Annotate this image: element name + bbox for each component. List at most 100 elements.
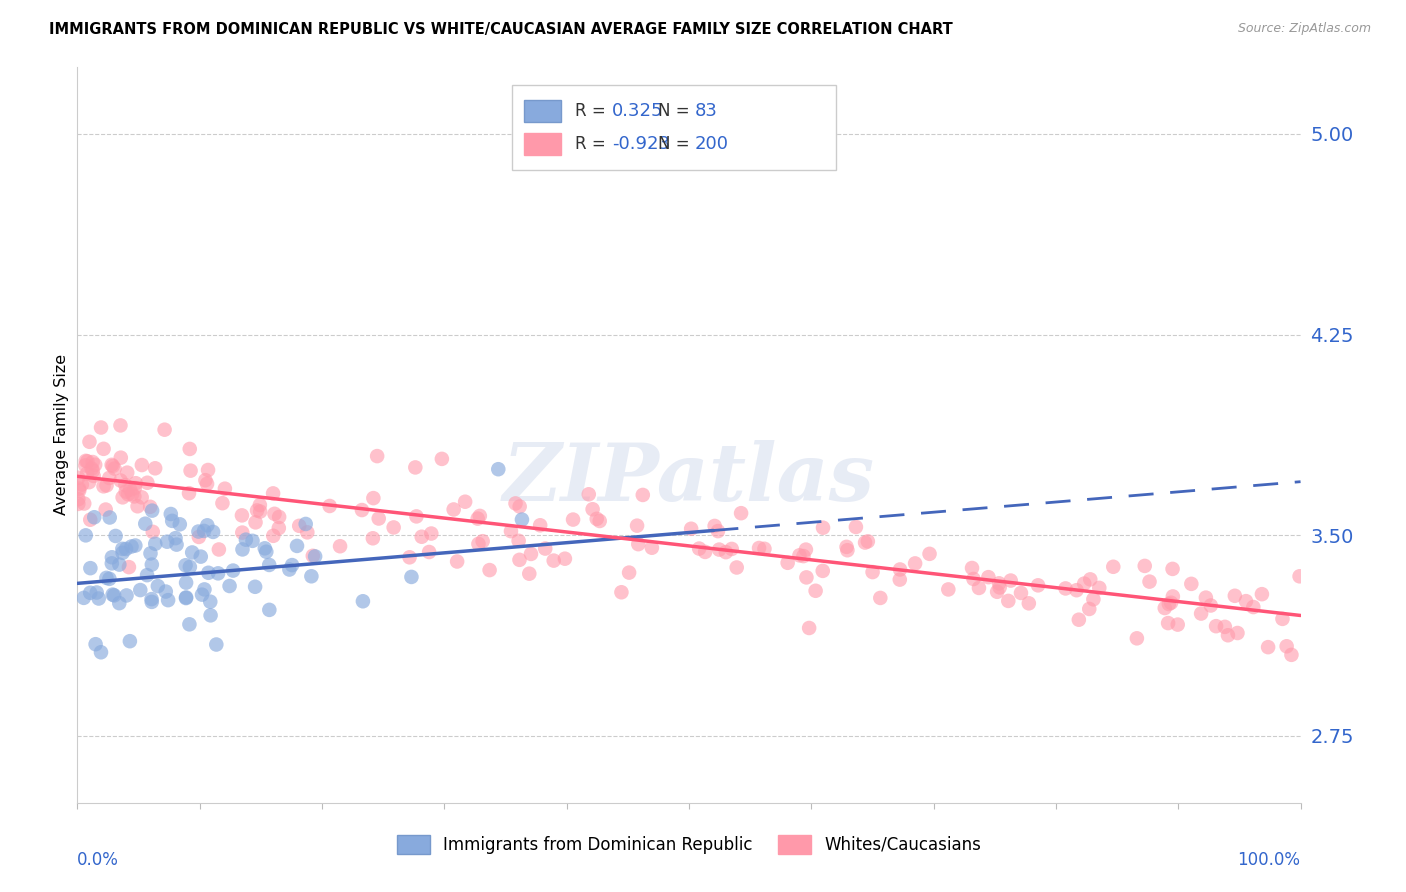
Point	[1205, 619, 1227, 633]
Point	[100, 458, 122, 472]
Point	[174, 591, 197, 605]
Point	[67, 471, 90, 485]
Point	[398, 550, 420, 565]
Point	[534, 541, 557, 556]
Point	[134, 516, 156, 531]
Point	[1161, 590, 1184, 604]
Point	[202, 524, 225, 539]
Point	[508, 553, 530, 567]
Point	[707, 524, 730, 538]
Point	[101, 557, 124, 571]
Point	[478, 563, 501, 577]
Point	[837, 543, 859, 558]
Point	[1288, 569, 1310, 583]
Point	[146, 579, 169, 593]
Point	[159, 507, 181, 521]
Point	[127, 500, 149, 514]
Point	[246, 503, 269, 517]
Point	[141, 595, 163, 609]
Point	[430, 451, 453, 466]
Point	[179, 617, 201, 632]
Point	[103, 588, 125, 602]
Point	[318, 499, 340, 513]
Point	[404, 460, 426, 475]
Point	[1133, 558, 1156, 573]
Point	[269, 510, 291, 524]
Point	[115, 466, 138, 480]
Point	[1157, 616, 1180, 631]
Point	[301, 549, 323, 563]
Text: IMMIGRANTS FROM DOMINICAN REPUBLIC VS WHITE/CAUCASIAN AVERAGE FAMILY SIZE CORREL: IMMIGRANTS FROM DOMINICAN REPUBLIC VS WH…	[49, 22, 953, 37]
Point	[367, 511, 389, 525]
Point	[1073, 576, 1095, 591]
Point	[1139, 574, 1161, 589]
Point	[1281, 648, 1303, 662]
Point	[207, 566, 229, 581]
Point	[96, 478, 118, 492]
Point	[278, 562, 301, 576]
Point	[626, 518, 648, 533]
Point	[243, 580, 266, 594]
Point	[361, 531, 384, 545]
Point	[174, 558, 197, 573]
Point	[1213, 620, 1236, 634]
Point	[304, 549, 326, 564]
Point	[83, 510, 105, 524]
Point	[75, 454, 97, 468]
Point	[90, 645, 112, 659]
Point	[101, 588, 124, 602]
Point	[1160, 596, 1182, 610]
Point	[67, 483, 90, 498]
Point	[262, 486, 284, 500]
Point	[754, 541, 776, 556]
Point	[631, 488, 654, 502]
Point	[200, 595, 222, 609]
Point	[589, 514, 612, 528]
Point	[124, 481, 146, 495]
Point	[245, 516, 267, 530]
Point	[988, 576, 1011, 591]
Point	[411, 530, 433, 544]
Point	[231, 508, 253, 523]
Point	[118, 560, 141, 574]
Point	[1054, 582, 1077, 596]
Point	[218, 579, 240, 593]
Point	[1000, 574, 1022, 588]
Point	[115, 589, 138, 603]
Point	[115, 541, 138, 556]
Point	[862, 565, 884, 579]
Point	[195, 476, 218, 491]
Point	[101, 550, 124, 565]
Point	[179, 560, 201, 574]
Point	[108, 596, 131, 610]
Point	[695, 545, 717, 559]
Point	[114, 478, 136, 492]
Point	[443, 502, 465, 516]
Point	[792, 549, 814, 563]
Point	[84, 458, 107, 472]
Point	[1271, 612, 1294, 626]
Point	[797, 621, 820, 635]
Point	[194, 473, 217, 487]
Text: R =: R =	[575, 102, 612, 120]
Point	[627, 537, 650, 551]
FancyBboxPatch shape	[524, 100, 561, 122]
Point	[1153, 601, 1175, 615]
Point	[103, 461, 125, 475]
Point	[141, 592, 163, 607]
Point	[869, 591, 891, 605]
Point	[93, 479, 115, 493]
Point	[562, 512, 585, 526]
Point	[366, 449, 388, 463]
Point	[259, 603, 281, 617]
Point	[288, 519, 311, 533]
Point	[70, 477, 93, 491]
Point	[1226, 626, 1249, 640]
Point	[124, 539, 146, 553]
Point	[96, 571, 118, 585]
Text: 0.0%: 0.0%	[77, 851, 120, 869]
Point	[578, 487, 600, 501]
Point	[1078, 573, 1101, 587]
Point	[253, 541, 276, 556]
Point	[90, 420, 112, 434]
